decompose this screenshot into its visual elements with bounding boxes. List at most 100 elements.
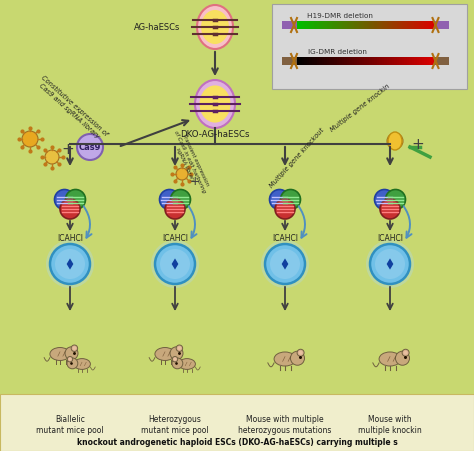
Bar <box>429 58 432 66</box>
Bar <box>374 58 377 66</box>
Circle shape <box>176 345 182 352</box>
Bar <box>359 22 362 30</box>
Circle shape <box>375 249 405 279</box>
Bar <box>407 58 410 66</box>
Circle shape <box>374 190 394 210</box>
Bar <box>0 394 474 451</box>
Circle shape <box>22 132 38 147</box>
Bar <box>337 58 339 66</box>
Circle shape <box>60 199 80 220</box>
Bar <box>435 58 449 66</box>
Ellipse shape <box>388 133 402 151</box>
Circle shape <box>270 249 300 279</box>
Circle shape <box>402 350 409 356</box>
Bar <box>390 58 392 66</box>
Text: DKO-AG-haESCs: DKO-AG-haESCs <box>180 130 250 139</box>
Bar <box>402 58 405 66</box>
Text: +: + <box>411 137 424 152</box>
Text: knockout androgenetic haploid ESCs (DKO-AG-haESCs) carrying multiple s: knockout androgenetic haploid ESCs (DKO-… <box>77 437 397 446</box>
Circle shape <box>370 244 410 285</box>
Bar <box>317 58 319 66</box>
Text: ICAHCI: ICAHCI <box>272 234 298 243</box>
Bar <box>372 58 374 66</box>
Circle shape <box>176 169 188 180</box>
Circle shape <box>297 350 304 356</box>
Bar <box>332 58 335 66</box>
Text: IG-DMR deletion: IG-DMR deletion <box>308 49 366 55</box>
Bar <box>327 58 329 66</box>
Text: Mouse with multiple
heterozygous mutations: Mouse with multiple heterozygous mutatio… <box>238 414 332 434</box>
Bar <box>384 22 387 30</box>
Ellipse shape <box>179 359 195 369</box>
Circle shape <box>261 240 309 288</box>
Bar <box>392 22 394 30</box>
Bar <box>312 22 315 30</box>
Bar <box>425 58 427 66</box>
Bar <box>380 58 382 66</box>
Bar <box>282 58 297 66</box>
Bar <box>355 22 357 30</box>
Text: Mouse with
multiple knockin: Mouse with multiple knockin <box>358 414 422 434</box>
Bar <box>402 22 405 30</box>
Bar <box>349 22 352 30</box>
Circle shape <box>170 347 183 360</box>
Bar <box>327 22 329 30</box>
Bar <box>404 22 407 30</box>
Bar <box>419 22 422 30</box>
Circle shape <box>71 345 78 352</box>
Bar <box>380 22 382 30</box>
Bar <box>397 58 400 66</box>
Bar <box>332 22 335 30</box>
Bar <box>307 58 310 66</box>
Polygon shape <box>172 259 178 270</box>
Bar <box>335 22 337 30</box>
Bar <box>329 58 332 66</box>
Circle shape <box>65 347 78 360</box>
Circle shape <box>270 190 290 210</box>
Text: Biallelic
mutant mice pool: Biallelic mutant mice pool <box>36 414 104 434</box>
Bar <box>432 58 435 66</box>
Bar <box>432 22 435 30</box>
Bar <box>339 58 342 66</box>
Circle shape <box>178 347 181 350</box>
Circle shape <box>69 358 72 361</box>
Bar <box>374 22 377 30</box>
Circle shape <box>173 358 176 361</box>
Bar <box>377 58 380 66</box>
Bar <box>319 22 322 30</box>
Bar <box>370 22 372 30</box>
Circle shape <box>67 358 78 369</box>
Ellipse shape <box>195 81 235 129</box>
Bar <box>349 58 352 66</box>
Ellipse shape <box>197 6 233 50</box>
Ellipse shape <box>73 359 91 369</box>
Bar <box>412 58 415 66</box>
Circle shape <box>275 199 295 220</box>
Bar <box>392 58 394 66</box>
Circle shape <box>151 240 199 288</box>
Bar <box>315 22 317 30</box>
Bar <box>417 58 419 66</box>
Bar <box>342 58 345 66</box>
Circle shape <box>366 240 414 288</box>
Circle shape <box>67 357 73 362</box>
Bar <box>382 58 384 66</box>
Bar <box>362 58 365 66</box>
Bar <box>329 22 332 30</box>
Text: Transient expression
of Cas9 in edit harboring
sgRNA library: Transient expression of Cas9 in edit har… <box>168 127 212 196</box>
Bar <box>319 58 322 66</box>
Text: AG-haESCs: AG-haESCs <box>134 23 180 32</box>
Text: Multiple gene knockin: Multiple gene knockin <box>329 83 391 133</box>
Text: Multiple gene knockout: Multiple gene knockout <box>269 127 326 189</box>
Circle shape <box>291 351 304 365</box>
Bar <box>335 58 337 66</box>
Bar <box>404 58 407 66</box>
Circle shape <box>155 244 195 285</box>
Bar <box>412 22 415 30</box>
Circle shape <box>160 249 190 279</box>
Bar <box>394 22 397 30</box>
Text: +: + <box>62 142 74 157</box>
Bar <box>429 22 432 30</box>
Bar <box>337 22 339 30</box>
Bar <box>414 58 417 66</box>
